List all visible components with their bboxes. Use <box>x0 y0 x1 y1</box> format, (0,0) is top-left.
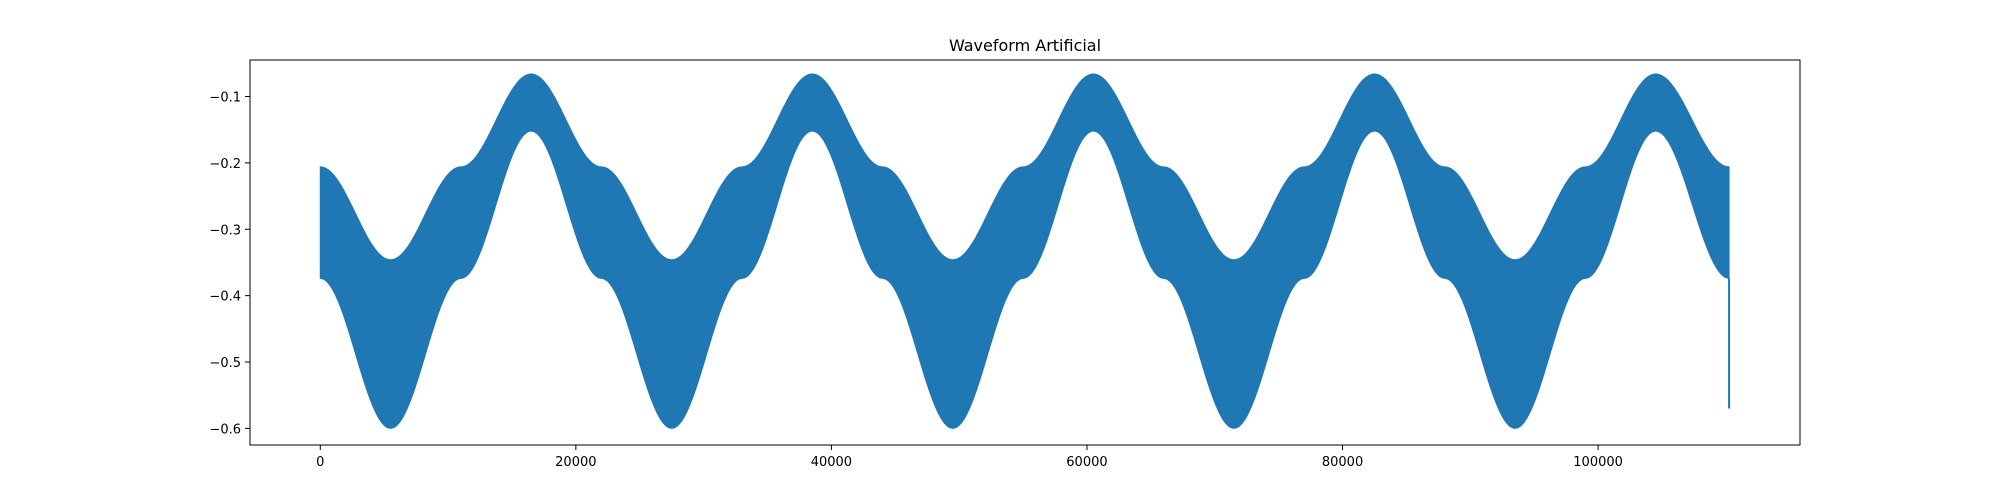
x-tick-label: 60000 <box>1066 455 1107 470</box>
y-tick-label: −0.6 <box>209 422 241 437</box>
y-tick-label: −0.5 <box>209 356 241 371</box>
x-tick-label: 100000 <box>1573 455 1623 470</box>
y-tick-label: −0.3 <box>209 223 241 238</box>
y-tick-label: −0.1 <box>209 91 241 106</box>
x-tick-label: 80000 <box>1322 455 1363 470</box>
x-tick-label: 40000 <box>811 455 852 470</box>
chart-title: Waveform Artificial <box>949 36 1101 55</box>
plot-frame <box>249 59 1801 446</box>
x-tick-label: 0 <box>316 455 324 470</box>
x-axis: 0 20000 40000 60000 80000 100000 <box>316 445 1623 470</box>
y-tick-label: −0.4 <box>209 290 241 305</box>
plot-area <box>319 73 1731 429</box>
y-tick-label: −0.2 <box>209 157 241 172</box>
y-axis: −0.1 −0.2 −0.3 −0.4 −0.5 −0.6 <box>209 91 250 437</box>
x-tick-label: 20000 <box>555 455 596 470</box>
